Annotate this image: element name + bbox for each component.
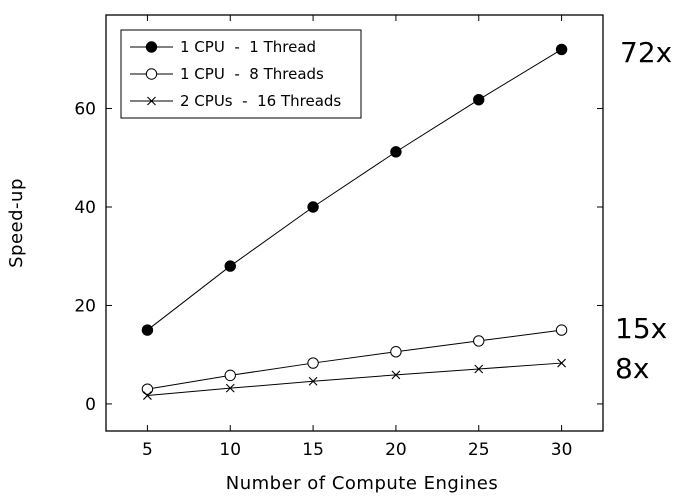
- legend-marker: [145, 68, 158, 80]
- x-axis-label: Number of Compute Engines: [226, 473, 498, 494]
- data-point: [307, 357, 319, 369]
- y-tick-label: 20: [74, 296, 96, 316]
- data-point: [141, 383, 154, 395]
- data-point: [308, 376, 318, 386]
- legend-marker: [145, 41, 158, 53]
- plot-frame: [105, 14, 604, 432]
- data-point: [390, 346, 402, 358]
- annotation-72x: 72x: [620, 36, 672, 69]
- series-3: [143, 358, 566, 400]
- data-point: [391, 370, 401, 380]
- data-point: [224, 369, 236, 382]
- data-point: [307, 201, 319, 213]
- y-tick-label: 0: [85, 395, 96, 415]
- data-point: [555, 43, 568, 56]
- x-tick-label: 5: [142, 440, 153, 460]
- legend-label: 2 CPUs - 16 Threads: [180, 92, 341, 110]
- data-point: [474, 364, 484, 374]
- annotation-8x: 8x: [615, 352, 649, 385]
- annotation-15x: 15x: [615, 312, 667, 345]
- data-point: [141, 324, 154, 336]
- data-point: [143, 391, 152, 400]
- data-point: [224, 260, 236, 272]
- x-tick-label: 25: [468, 440, 490, 460]
- data-point: [473, 93, 485, 106]
- x-tick-label: 30: [551, 440, 573, 460]
- y-axis-label: Speed-up: [6, 178, 27, 268]
- x-tick-label: 15: [302, 440, 324, 460]
- series-line: [147, 49, 562, 331]
- data-point: [557, 358, 566, 368]
- data-point: [555, 324, 568, 336]
- series-line: [147, 362, 562, 397]
- series-2: [141, 324, 568, 395]
- x-tick-label: 20: [385, 440, 407, 460]
- legend: 1 CPU - 1 Thread 1 CPU - 8 Threads 2 CPUs …: [120, 29, 362, 119]
- x-tick-label: 10: [219, 440, 241, 460]
- data-point: [390, 146, 402, 158]
- series-1: [141, 43, 568, 336]
- y-tick-label: 60: [74, 100, 96, 120]
- data-point: [473, 335, 485, 347]
- legend-marker: [147, 96, 156, 106]
- series-line: [147, 329, 562, 390]
- y-tick-label: 40: [74, 198, 96, 218]
- legend-label: 1 CPU - 1 Thread: [180, 38, 316, 56]
- data-point: [225, 383, 235, 393]
- legend-label: 1 CPU - 8 Threads: [180, 65, 324, 83]
